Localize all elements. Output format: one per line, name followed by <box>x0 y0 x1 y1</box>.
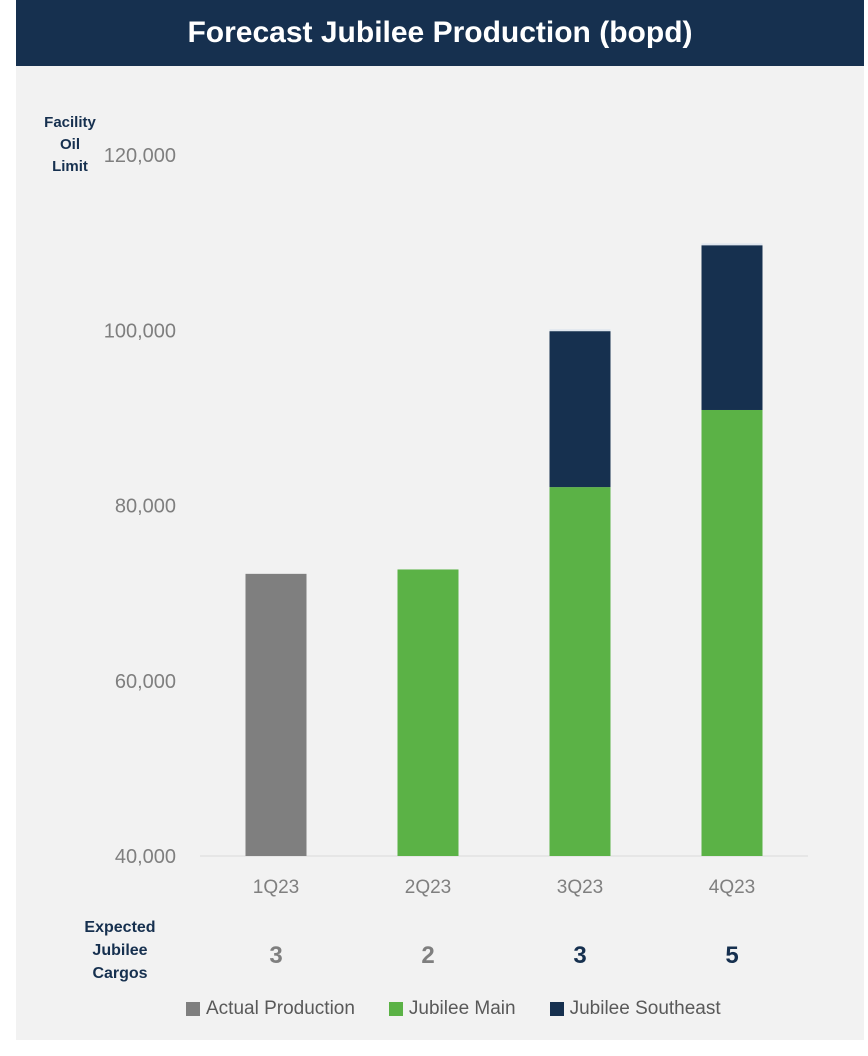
facility-limit-line-3: Limit <box>52 158 88 175</box>
cargo-value-3q23: 3 <box>573 942 586 969</box>
cargo-label-line-1: Expected <box>84 919 156 936</box>
bar-top-highlight-3q23 <box>549 329 611 332</box>
legend-item-main: Jubilee Main <box>388 998 516 1020</box>
cargo-value-4q23: 5 <box>725 942 738 969</box>
cargo-value-1q23: 3 <box>269 942 282 969</box>
x-tick-label-2: 3Q23 <box>557 877 603 898</box>
facility-limit-line-2: Oil <box>59 136 80 153</box>
facility-limit-label: Facility Oil Limit <box>30 112 110 178</box>
bar-3q23-jubilee-main <box>549 487 611 856</box>
bar-2q23-jubilee-main <box>397 569 459 856</box>
legend-item-actual: Actual Production <box>186 998 355 1020</box>
y-tick-label-3: 100,000 <box>104 320 176 342</box>
legend-label-southeast: Jubilee Southeast <box>569 998 721 1019</box>
x-tick-label-3: 4Q23 <box>709 877 755 898</box>
bar-top-highlight-4q23 <box>701 243 763 246</box>
bar-4q23-jubilee-main <box>701 409 763 856</box>
chart-title: Forecast Jubilee Production (bopd) <box>187 16 693 49</box>
cargo-label: Expected Jubilee Cargos <box>70 916 170 985</box>
bar-1q23-actual-production <box>245 573 307 856</box>
y-tick-label-4: 120,000 <box>104 145 176 167</box>
cargo-value-2q23: 2 <box>421 942 434 969</box>
cargo-label-line-2: Jubilee <box>92 942 148 959</box>
legend-swatch-southeast <box>549 1002 564 1016</box>
y-tick-label-2: 80,000 <box>115 496 176 518</box>
legend-item-southeast: Jubilee Southeast <box>549 998 721 1020</box>
legend-swatch-actual <box>186 1002 200 1016</box>
y-tick-label-0: 40,000 <box>115 846 176 868</box>
legend-label-main: Jubilee Main <box>408 998 516 1019</box>
bar-4q23-jubilee-southeast <box>701 244 763 410</box>
x-tick-label-0: 1Q23 <box>253 877 299 898</box>
x-tick-label-1: 2Q23 <box>405 877 451 898</box>
chart-legend: Actual Production Jubilee Main Jubilee S… <box>186 996 721 1022</box>
facility-limit-line-1: Facility <box>44 114 96 131</box>
y-tick-label-1: 60,000 <box>115 671 176 693</box>
legend-swatch-main <box>388 1002 403 1016</box>
cargo-label-line-3: Cargos <box>92 965 148 982</box>
title-bar: Forecast Jubilee Production (bopd) <box>16 0 864 66</box>
bar-3q23-jubilee-southeast <box>549 330 611 488</box>
legend-label-actual: Actual Production <box>206 998 355 1019</box>
